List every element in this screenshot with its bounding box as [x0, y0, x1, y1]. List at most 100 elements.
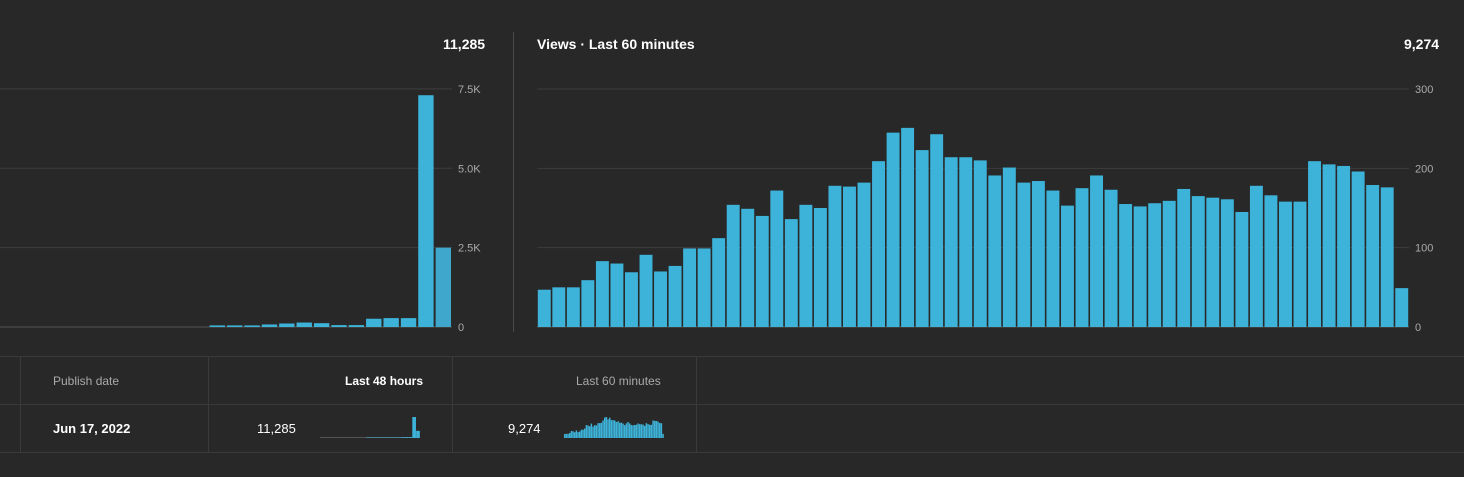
sparkline-bar [408, 437, 413, 438]
y-tick-label: 5.0K [458, 163, 481, 175]
bar [1337, 165, 1351, 327]
bar [610, 263, 624, 327]
bar [537, 289, 551, 327]
right-chart: Views · Last 60 minutes 9,274 300 200 100 0 [537, 36, 1440, 334]
header-last-60-minutes[interactable]: Last 60 minutes [576, 374, 661, 388]
sparkline-bar [602, 420, 604, 438]
bar [1235, 211, 1249, 327]
bar [1046, 190, 1060, 327]
table-bottom-border [0, 452, 1464, 453]
sparkline-bar [600, 422, 603, 438]
sparkline-bar [660, 423, 663, 438]
bar [915, 150, 929, 327]
bar [828, 185, 842, 327]
bar [944, 157, 958, 327]
bar [1380, 187, 1394, 327]
bar [418, 95, 434, 327]
bar [1075, 188, 1089, 327]
bar [1279, 201, 1292, 327]
sparkline-bar [654, 420, 656, 438]
bar [279, 323, 295, 327]
bar [857, 182, 871, 327]
sparkline-bar [640, 424, 643, 438]
sparkline-bar [644, 425, 646, 438]
sparkline-bar [580, 429, 583, 438]
sparkline-bar [635, 424, 638, 438]
bar [1264, 195, 1278, 327]
bar [973, 160, 987, 327]
chart-divider [513, 32, 514, 332]
sparkline-bar [585, 425, 588, 438]
bar [566, 287, 580, 327]
sparkline-bar [657, 421, 659, 438]
bar [1366, 184, 1380, 327]
bar [886, 132, 900, 327]
bar [1322, 164, 1336, 327]
bar [400, 318, 417, 327]
right-chart-total: 9,274 [1404, 36, 1440, 52]
bar [639, 254, 653, 327]
bar [959, 157, 973, 327]
bar [1177, 188, 1191, 327]
bar [1220, 199, 1234, 327]
bar [1133, 206, 1147, 327]
sparkline-bar [607, 419, 609, 438]
bar [799, 204, 813, 327]
sparkline-bar [609, 417, 611, 438]
bar [1395, 288, 1409, 327]
header-last-48-hours[interactable]: Last 48 hours [345, 374, 424, 388]
sparkline-bar [575, 430, 578, 438]
bar [261, 324, 278, 327]
table-row-border [0, 404, 1464, 405]
sparkline-bar [639, 424, 641, 438]
sparkline-bar [630, 425, 633, 438]
bar [1119, 204, 1133, 327]
y-tick-label: 2.5K [458, 243, 481, 255]
sparkline-bar [619, 422, 621, 438]
sparkline-bar [659, 423, 661, 438]
y-tick-label: 0 [458, 322, 464, 334]
y-tick-label: 200 [1415, 163, 1433, 175]
bar [726, 204, 740, 327]
bar [244, 325, 260, 327]
sparkline-bar [412, 417, 416, 438]
sparkline-bar [381, 437, 386, 438]
sparkline-bar [637, 423, 639, 438]
sparkline-bar [366, 437, 370, 438]
sparkline-bar [582, 429, 584, 438]
bar [930, 134, 944, 327]
sparkline-bar [625, 423, 628, 438]
sparkline-bar [650, 424, 653, 438]
sparkline-bar [615, 422, 618, 438]
sparkline-bar [389, 437, 393, 438]
sparkline-bar [416, 430, 420, 438]
row-last-60-minutes-value: 9,274 [508, 421, 541, 436]
sparkline-bar [662, 433, 664, 438]
bar [435, 247, 451, 327]
bar [1090, 175, 1103, 327]
y-tick-label: 300 [1415, 84, 1433, 96]
bar [755, 215, 769, 327]
sparkline-bar [579, 431, 581, 438]
bar [227, 325, 243, 327]
sparkline-bar [589, 426, 591, 438]
sparkline-bar [604, 417, 606, 438]
sparkline-bar [642, 424, 644, 438]
bar [1017, 182, 1031, 327]
sparkline-bar [612, 420, 614, 438]
bar [988, 175, 1002, 327]
bar [784, 219, 798, 327]
table-col-divider [696, 356, 697, 452]
sparkline-bar [632, 425, 634, 438]
bar [1308, 161, 1321, 327]
sparkline-bar [564, 434, 566, 438]
y-tick-label: 100 [1415, 243, 1433, 255]
header-publish-date[interactable]: Publish date [53, 374, 120, 388]
bar [552, 287, 566, 327]
row-last-48-hours-value: 11,285 [257, 421, 296, 436]
sparkline-bar [597, 423, 599, 438]
bar [1293, 201, 1307, 327]
sparkline-bar [393, 437, 397, 438]
sparkline-bar [614, 420, 616, 438]
sparkline-bar [567, 433, 569, 438]
